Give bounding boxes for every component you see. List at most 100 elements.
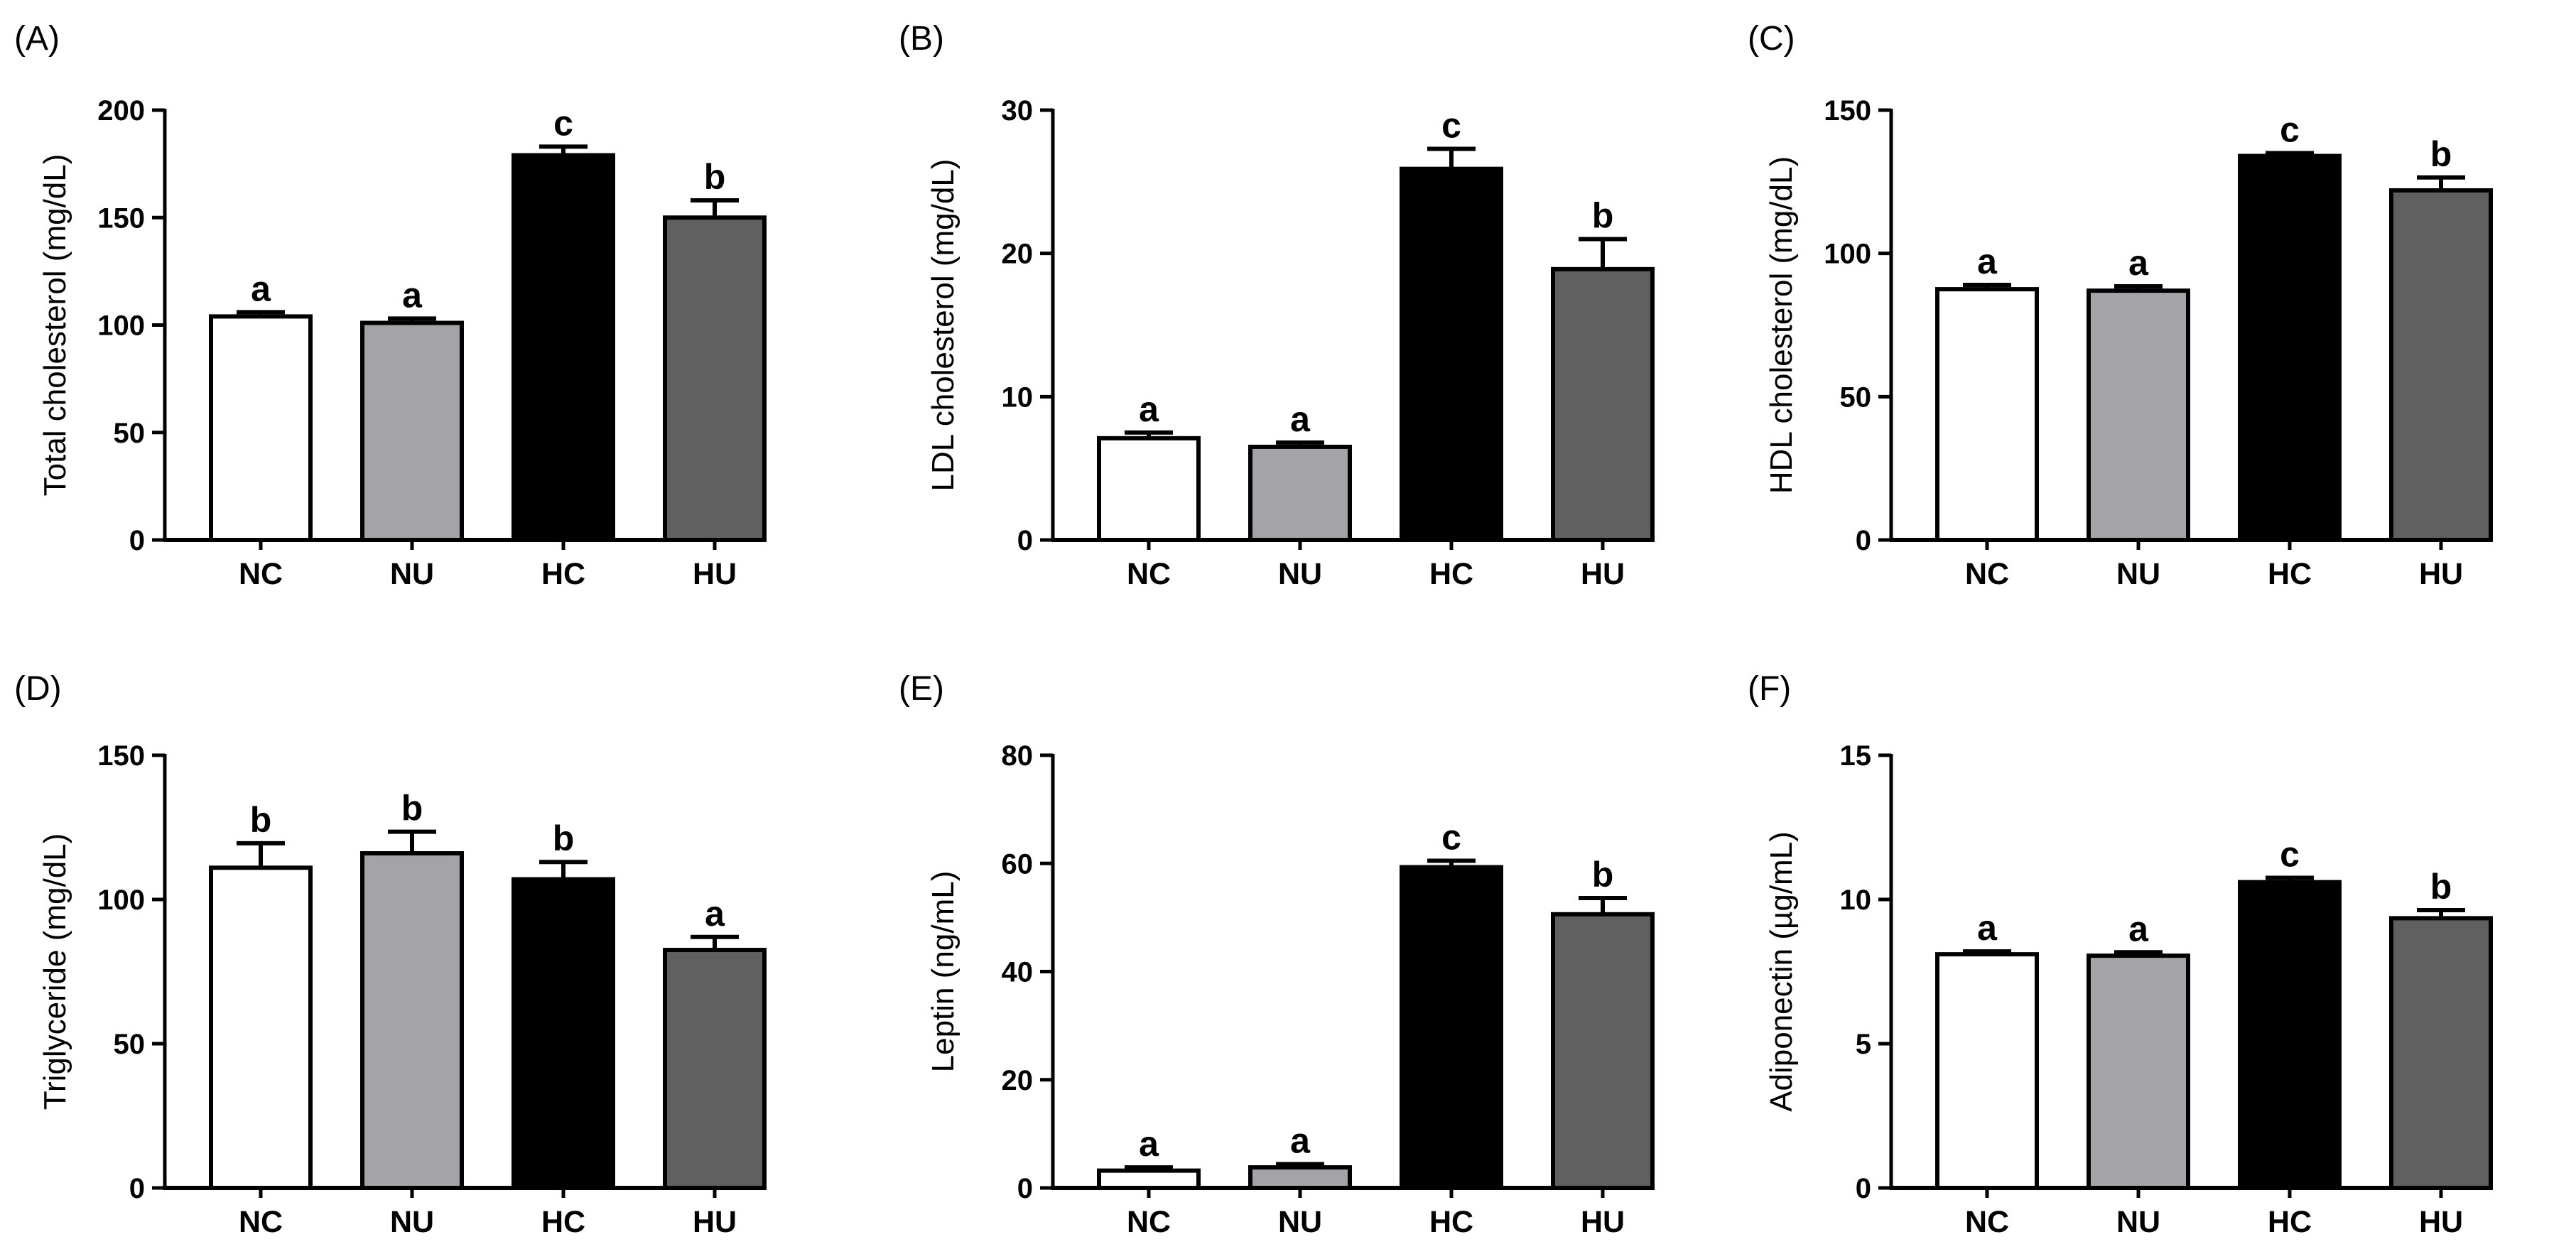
chart-panel-f: (F) Adiponectin (µg/mL) a NC a NU c HC b HU 0 5 10 15	[1748, 670, 2493, 1239]
bar-hc	[1400, 166, 1503, 542]
significance-letter: a	[2128, 243, 2149, 283]
significance-letter: a	[1290, 1121, 1311, 1161]
y-tick-label: 15	[1840, 740, 1872, 772]
bar-hu	[663, 948, 767, 1191]
significance-letter: c	[1441, 817, 1461, 857]
y-tick-label: 0	[1856, 1173, 1871, 1204]
chart-panel-e: (E) Leptin (ng/mL) a NC a NU c HC b HU 0 20 40 60 80	[899, 670, 1655, 1239]
x-tick-label: HC	[541, 557, 585, 591]
x-tick-label: NC	[239, 1205, 283, 1239]
x-tick-label: HC	[2268, 557, 2312, 591]
bar-nu	[2087, 288, 2190, 542]
y-tick-label: 0	[1017, 1173, 1033, 1204]
y-tick-label: 10	[1002, 382, 1034, 413]
significance-letter: a	[251, 269, 271, 308]
x-tick-label: NC	[1127, 1205, 1171, 1239]
y-tick-label: 150	[97, 740, 145, 772]
y-axis-label: Triglyceride (mg/dL)	[38, 833, 72, 1110]
significance-letter: c	[553, 103, 573, 143]
significance-letter: a	[1977, 908, 1998, 948]
x-tick-label: NU	[2116, 557, 2160, 591]
bar-hc	[1400, 865, 1503, 1190]
y-tick-label: 150	[1824, 95, 1871, 126]
bar-hu	[1551, 912, 1655, 1190]
chart-panel-b: (B) LDL cholesterol (mg/dL) a NC a NU c HC b HU 0 1…	[899, 20, 1655, 591]
bar-nc	[1097, 436, 1201, 542]
significance-letter: a	[1139, 389, 1159, 429]
bar-nc	[209, 314, 313, 542]
y-axis-label: HDL cholesterol (mg/dL)	[1764, 156, 1799, 494]
bar-hu	[2389, 916, 2493, 1190]
y-tick-label: 200	[97, 95, 145, 126]
bar-nu	[1248, 1165, 1352, 1191]
y-tick-label: 60	[1002, 848, 1034, 880]
bar-hc	[512, 153, 615, 542]
panel-label: (C)	[1748, 20, 1795, 58]
chart-panel-a: (A) Total cholesterol (mg/dL) a NC a NU c HC b HU…	[14, 20, 767, 591]
y-tick-label: 100	[97, 310, 145, 342]
y-tick-label: 80	[1002, 740, 1034, 772]
y-axis-label: Adiponectin (µg/mL)	[1764, 831, 1799, 1112]
bar-nc	[1935, 287, 2039, 542]
significance-letter: b	[553, 818, 575, 858]
y-tick-label: 40	[1002, 957, 1034, 988]
y-tick-label: 50	[114, 418, 146, 449]
bar-nu	[360, 851, 464, 1191]
y-tick-label: 0	[1017, 525, 1033, 556]
significance-letter: a	[402, 275, 423, 315]
x-tick-label: HC	[1429, 557, 1473, 591]
x-tick-label: HU	[693, 1205, 737, 1239]
bar-nu	[1248, 444, 1352, 543]
y-tick-label: 100	[97, 885, 145, 916]
panel-label: (E)	[899, 670, 944, 708]
y-tick-label: 0	[1856, 525, 1871, 556]
bar-nc	[209, 865, 313, 1190]
bar-nc	[1935, 952, 2039, 1190]
y-axis-label: Leptin (ng/mL)	[926, 871, 960, 1073]
bar-hc	[2238, 880, 2342, 1190]
y-tick-label: 20	[1002, 1065, 1034, 1096]
significance-letter: c	[2280, 835, 2300, 875]
x-tick-label: HU	[2419, 1205, 2463, 1239]
significance-letter: a	[1139, 1124, 1159, 1164]
bar-hu	[1551, 266, 1655, 542]
x-tick-label: NU	[2116, 1205, 2160, 1239]
panel-label: (D)	[14, 670, 62, 708]
significance-letter: b	[401, 789, 423, 828]
x-tick-label: HU	[693, 557, 737, 591]
significance-letter: b	[2430, 867, 2452, 907]
y-axis-label: Total cholesterol (mg/dL)	[38, 154, 72, 497]
x-tick-label: HC	[2268, 1205, 2312, 1239]
significance-letter: a	[2128, 909, 2149, 948]
panel-label: (F)	[1748, 670, 1791, 708]
bar-hu	[663, 215, 767, 542]
x-tick-label: NC	[1127, 557, 1171, 591]
x-tick-label: HU	[1581, 557, 1625, 591]
bar-hu	[2389, 188, 2493, 542]
panel-label: (A)	[14, 20, 60, 58]
y-tick-label: 150	[97, 202, 145, 234]
significance-letter: c	[2280, 110, 2300, 150]
significance-letter: b	[1592, 196, 1614, 236]
bar-hc	[2238, 153, 2342, 543]
x-tick-label: HC	[1429, 1205, 1473, 1239]
y-tick-label: 30	[1002, 95, 1034, 126]
x-tick-label: HC	[541, 1205, 585, 1239]
panel-label: (B)	[899, 20, 944, 58]
significance-letter: a	[1290, 399, 1311, 439]
significance-letter: b	[1592, 855, 1614, 894]
significance-letter: b	[2430, 134, 2452, 174]
bar-nu	[360, 320, 464, 542]
x-tick-label: NC	[239, 557, 283, 591]
y-tick-label: 50	[114, 1029, 146, 1060]
x-tick-label: HU	[2419, 557, 2463, 591]
x-tick-label: NU	[1278, 557, 1322, 591]
y-tick-label: 10	[1840, 885, 1872, 916]
y-tick-label: 5	[1856, 1029, 1871, 1060]
x-tick-label: NC	[1965, 1205, 2009, 1239]
significance-letter: a	[705, 894, 725, 934]
y-axis-label: LDL cholesterol (mg/dL)	[926, 159, 960, 492]
y-tick-label: 20	[1002, 239, 1034, 270]
chart-panel-d: (D) Triglyceride (mg/dL) b NC b NU b HC a HU 0 50 10…	[14, 670, 767, 1239]
